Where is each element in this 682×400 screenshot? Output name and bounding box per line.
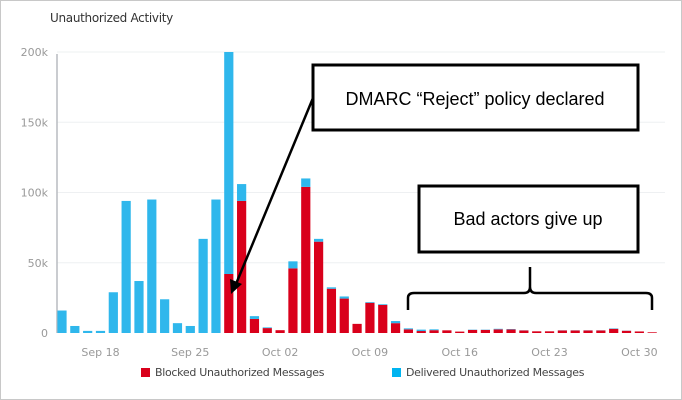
bar-delivered xyxy=(147,199,157,333)
legend-item-blocked[interactable]: Blocked Unauthorized Messages xyxy=(141,366,325,379)
bar-delivered xyxy=(390,321,401,324)
chart-title: Unauthorized Activity xyxy=(50,11,173,25)
legend-item-delivered[interactable]: Delivered Unauthorized Messages xyxy=(392,366,584,379)
bar-blocked xyxy=(506,329,516,333)
bar-blocked xyxy=(326,288,337,333)
bar-delivered xyxy=(262,327,272,329)
bar-blocked xyxy=(442,330,452,333)
bar-delivered xyxy=(134,281,144,333)
bar-delivered xyxy=(198,238,208,333)
arrowhead-icon xyxy=(230,279,242,294)
bar-delivered xyxy=(160,299,170,333)
bar-blocked xyxy=(390,323,401,333)
bar-blocked xyxy=(365,302,375,333)
bar-delivered xyxy=(121,200,131,333)
bar-blocked xyxy=(583,330,593,333)
bar-blocked xyxy=(416,331,426,333)
bar-delivered xyxy=(172,323,183,333)
x-tick-label: Oct 09 xyxy=(352,346,389,359)
bar-blocked xyxy=(493,329,503,333)
bar-delivered xyxy=(108,292,118,333)
bar-delivered xyxy=(224,52,234,274)
bar-delivered xyxy=(314,238,324,242)
bar-delivered xyxy=(57,310,67,333)
x-tick-label: Oct 02 xyxy=(262,346,299,359)
x-tick-label: Sep 18 xyxy=(81,346,119,359)
bar-delivered xyxy=(70,325,80,333)
bar-delivered xyxy=(185,325,195,333)
bar-blocked xyxy=(288,268,298,333)
bar-delivered xyxy=(429,329,439,331)
bar-blocked xyxy=(339,298,349,333)
bar-blocked xyxy=(596,330,606,333)
legend-label-delivered: Delivered Unauthorized Messages xyxy=(406,366,585,379)
callout-arrow xyxy=(234,97,315,285)
bar-blocked xyxy=(544,331,555,333)
bar-blocked xyxy=(609,328,619,333)
bar-delivered xyxy=(403,328,414,330)
y-tick-label: 50k xyxy=(28,257,49,270)
bar-blocked xyxy=(634,331,644,333)
bar-blocked xyxy=(352,323,362,333)
legend-swatch-delivered xyxy=(392,368,401,377)
bar-delivered xyxy=(365,302,375,303)
y-tick-label: 150k xyxy=(21,116,49,129)
bar-blocked xyxy=(621,330,632,333)
bar-delivered xyxy=(378,304,388,305)
bar-delivered xyxy=(416,329,426,332)
bar-blocked xyxy=(403,329,414,333)
bar-blocked xyxy=(519,330,529,333)
y-tick-label: 200k xyxy=(21,46,49,59)
bar-blocked xyxy=(647,332,657,333)
policy-callout-box xyxy=(311,63,640,132)
bar-delivered xyxy=(493,328,503,330)
x-tick-label: Oct 23 xyxy=(531,346,568,359)
bar-blocked xyxy=(378,304,388,333)
bar-blocked xyxy=(237,200,247,333)
bar-blocked xyxy=(570,330,580,333)
bar-blocked xyxy=(480,329,490,333)
y-tick-label: 0 xyxy=(41,327,48,340)
bar-delivered xyxy=(249,316,260,319)
bar-blocked xyxy=(455,331,465,333)
legend-swatch-blocked xyxy=(141,368,150,377)
bar-blocked xyxy=(275,330,285,333)
bar-delivered xyxy=(95,330,106,333)
x-tick-label: Sep 25 xyxy=(171,346,209,359)
bar-delivered xyxy=(288,261,298,269)
bar-delivered xyxy=(211,199,221,333)
bar-delivered xyxy=(339,296,349,299)
bar-blocked xyxy=(557,330,567,333)
bar-blocked xyxy=(532,331,542,333)
x-tick-label: Oct 30 xyxy=(621,346,658,359)
bar-blocked xyxy=(429,330,439,333)
bar-delivered xyxy=(326,287,337,289)
bar-blocked xyxy=(224,273,234,333)
bar-blocked xyxy=(301,186,311,333)
bar-blocked xyxy=(249,318,260,333)
bar-blocked xyxy=(314,241,324,333)
policy-callout-text: DMARC “Reject” policy declared xyxy=(345,89,604,109)
range-brace xyxy=(406,267,654,310)
bar-blocked xyxy=(262,328,272,333)
give-up-callout-box xyxy=(417,184,640,254)
bar-blocked xyxy=(467,329,478,333)
legend-label-blocked: Blocked Unauthorized Messages xyxy=(155,366,325,379)
bar-delivered xyxy=(301,178,311,187)
give-up-callout-text: Bad actors give up xyxy=(453,209,602,229)
bar-delivered xyxy=(83,330,93,333)
x-tick-label: Oct 16 xyxy=(441,346,478,359)
bar-delivered xyxy=(237,184,247,201)
y-tick-label: 100k xyxy=(21,187,49,200)
